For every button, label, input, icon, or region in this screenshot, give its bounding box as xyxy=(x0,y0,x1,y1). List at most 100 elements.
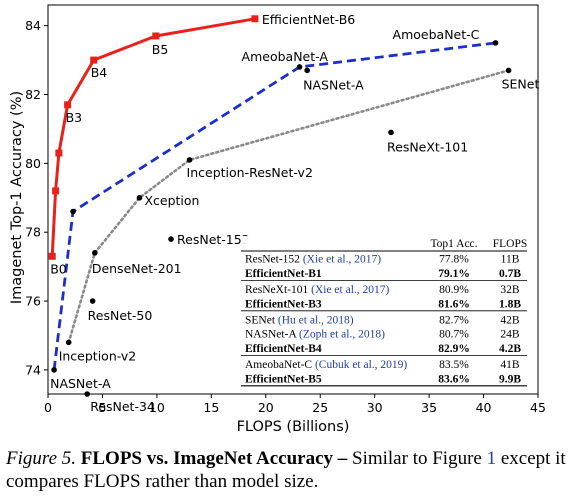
point-label: NASNet-A xyxy=(303,77,364,92)
table-model-name: ResNet-152 xyxy=(245,254,300,266)
table-model-name: NASNet-A xyxy=(245,329,297,341)
table-model-name: EfficientNet-B1 xyxy=(245,268,322,280)
data-point-marker xyxy=(304,67,310,74)
x-tick-label: 40 xyxy=(476,400,492,415)
point-label: Inception-v2 xyxy=(59,348,137,363)
point-label: ResNet-50 xyxy=(88,308,153,323)
series-line-1 xyxy=(52,41,496,371)
figure-caption: Figure 5. FLOPS vs. ImageNet Accuracy – … xyxy=(6,447,576,493)
caption-text-after-ref: except it compares FLOPS rather than mod… xyxy=(6,448,566,492)
table-acc-cell: 83.6% xyxy=(438,373,470,385)
point-label: B3 xyxy=(66,110,83,125)
table-flops-cell: 11B xyxy=(501,254,520,266)
y-tick-label: 76 xyxy=(25,294,41,309)
data-point-marker xyxy=(152,32,160,40)
data-point-marker xyxy=(90,56,98,64)
point-label: Inception-ResNet-v2 xyxy=(187,165,313,180)
point-label: EfficientNet-B6 xyxy=(262,12,355,27)
table-model-cell: EfficientNet-B3 xyxy=(245,298,322,310)
table-flops-cell: 41B xyxy=(500,359,520,371)
table-model-cell: ResNeXt-101 (Xie et al., 2017) xyxy=(245,284,390,296)
y-tick-label: 80 xyxy=(25,156,41,171)
data-point-marker xyxy=(492,40,499,46)
x-tick-label: 5 xyxy=(98,400,106,415)
point-label: DenseNet-201 xyxy=(92,261,182,276)
table-citation[interactable]: (Xie et al., 2017) xyxy=(308,284,389,296)
table-acc-cell: 81.6% xyxy=(438,298,470,310)
table-model-cell: SENet (Hu et al., 2018) xyxy=(245,315,354,327)
table-model-name: EfficientNet-B3 xyxy=(245,298,322,310)
table-background xyxy=(241,236,527,381)
data-point-marker xyxy=(92,250,98,256)
point-label: B4 xyxy=(91,65,108,80)
table-citation[interactable]: (Xie et al., 2017) xyxy=(300,254,381,266)
data-point-marker xyxy=(168,236,174,242)
x-tick-label: 45 xyxy=(530,400,546,415)
table-acc-cell: 80.9% xyxy=(439,284,469,296)
table-acc-cell: 83.5% xyxy=(439,359,469,371)
point-label: ResNet-34 xyxy=(90,399,155,414)
table-flops-cell: 0.7B xyxy=(499,268,521,280)
table-acc-cell: 80.7% xyxy=(439,329,469,341)
table-model-cell: AmeobaNet-C (Cubuk et al., 2019) xyxy=(245,359,407,371)
point-label: ResNet-152 xyxy=(177,232,250,247)
table-flops-cell: 4.2B xyxy=(499,343,521,355)
data-point-marker xyxy=(52,187,60,195)
x-tick-label: 15 xyxy=(203,400,219,415)
data-point-marker xyxy=(89,298,96,304)
table-model-cell: EfficientNet-B1 xyxy=(245,268,322,280)
y-tick-label: 82 xyxy=(25,87,41,102)
caption-text-before-ref: Similar to Figure xyxy=(352,448,482,469)
x-tick-label: 20 xyxy=(258,400,274,415)
point-label: B5 xyxy=(152,42,169,57)
table-model-cell: NASNet-A (Zoph et al., 2018) xyxy=(245,329,385,341)
x-tick-label: 30 xyxy=(367,400,383,415)
table-header-acc: Top1 Acc. xyxy=(430,238,477,250)
data-point-marker xyxy=(48,252,56,260)
data-point-marker xyxy=(388,129,394,136)
table-model-name: EfficientNet-B4 xyxy=(245,343,322,355)
data-point-marker xyxy=(55,149,63,157)
table-model-cell: ResNet-152 (Xie et al., 2017) xyxy=(245,254,381,266)
x-tick-label: 10 xyxy=(149,400,165,415)
point-label: ResNeXt-101 xyxy=(387,139,468,154)
table-citation[interactable]: (Zoph et al., 2018) xyxy=(296,329,385,341)
data-point-marker xyxy=(51,367,57,373)
point-label: Xception xyxy=(144,193,199,208)
table-flops-cell: 32B xyxy=(500,284,520,296)
table-acc-cell: 82.9% xyxy=(438,343,470,355)
point-label: AmeobaNet-A xyxy=(242,49,329,64)
flops-accuracy-chart: 0 5 10 15 20 25 30 35 40 45 74 76 78 80 82 84 FLOPS (Bil… xyxy=(9,4,546,435)
table-model-name: ResNeXt-101 xyxy=(245,284,308,296)
y-tick-label: 78 xyxy=(25,225,41,240)
table-model-name: AmeobaNet-C xyxy=(245,359,312,371)
data-point-marker xyxy=(136,194,143,201)
table-citation[interactable]: (Hu et al., 2018) xyxy=(275,315,354,327)
data-point-marker xyxy=(64,101,72,109)
y-tick-label: 74 xyxy=(25,362,41,377)
point-label: SENet xyxy=(502,76,540,91)
point-label: B0 xyxy=(50,261,67,276)
x-axis-label: FLOPS (Billions) xyxy=(237,419,350,435)
x-tick-label: 25 xyxy=(312,400,328,415)
table-acc-cell: 82.7% xyxy=(439,315,469,327)
caption-figure-label: Figure 5. xyxy=(6,448,77,469)
caption-figure-ref[interactable]: 1 xyxy=(486,448,497,469)
data-point-marker xyxy=(70,208,76,215)
table-acc-cell: 79.1% xyxy=(438,268,470,280)
table-model-name: EfficientNet-B5 xyxy=(245,373,322,385)
table-flops-cell: 24B xyxy=(500,329,520,341)
table-citation[interactable]: (Cubuk et al., 2019) xyxy=(312,359,407,371)
table-model-name: SENet xyxy=(245,315,276,327)
point-label: AmoebaNet-C xyxy=(393,27,480,42)
y-tick-label: 84 xyxy=(25,18,41,33)
data-point-marker xyxy=(296,64,303,70)
table-model-cell: EfficientNet-B5 xyxy=(245,373,322,385)
data-point-marker xyxy=(84,391,90,397)
data-point-marker xyxy=(505,67,512,74)
table-acc-cell: 77.8% xyxy=(439,254,469,266)
table-flops-cell: 9.9B xyxy=(499,373,521,385)
data-point-marker xyxy=(65,339,72,346)
table-header-flops: FLOPS xyxy=(493,238,528,250)
